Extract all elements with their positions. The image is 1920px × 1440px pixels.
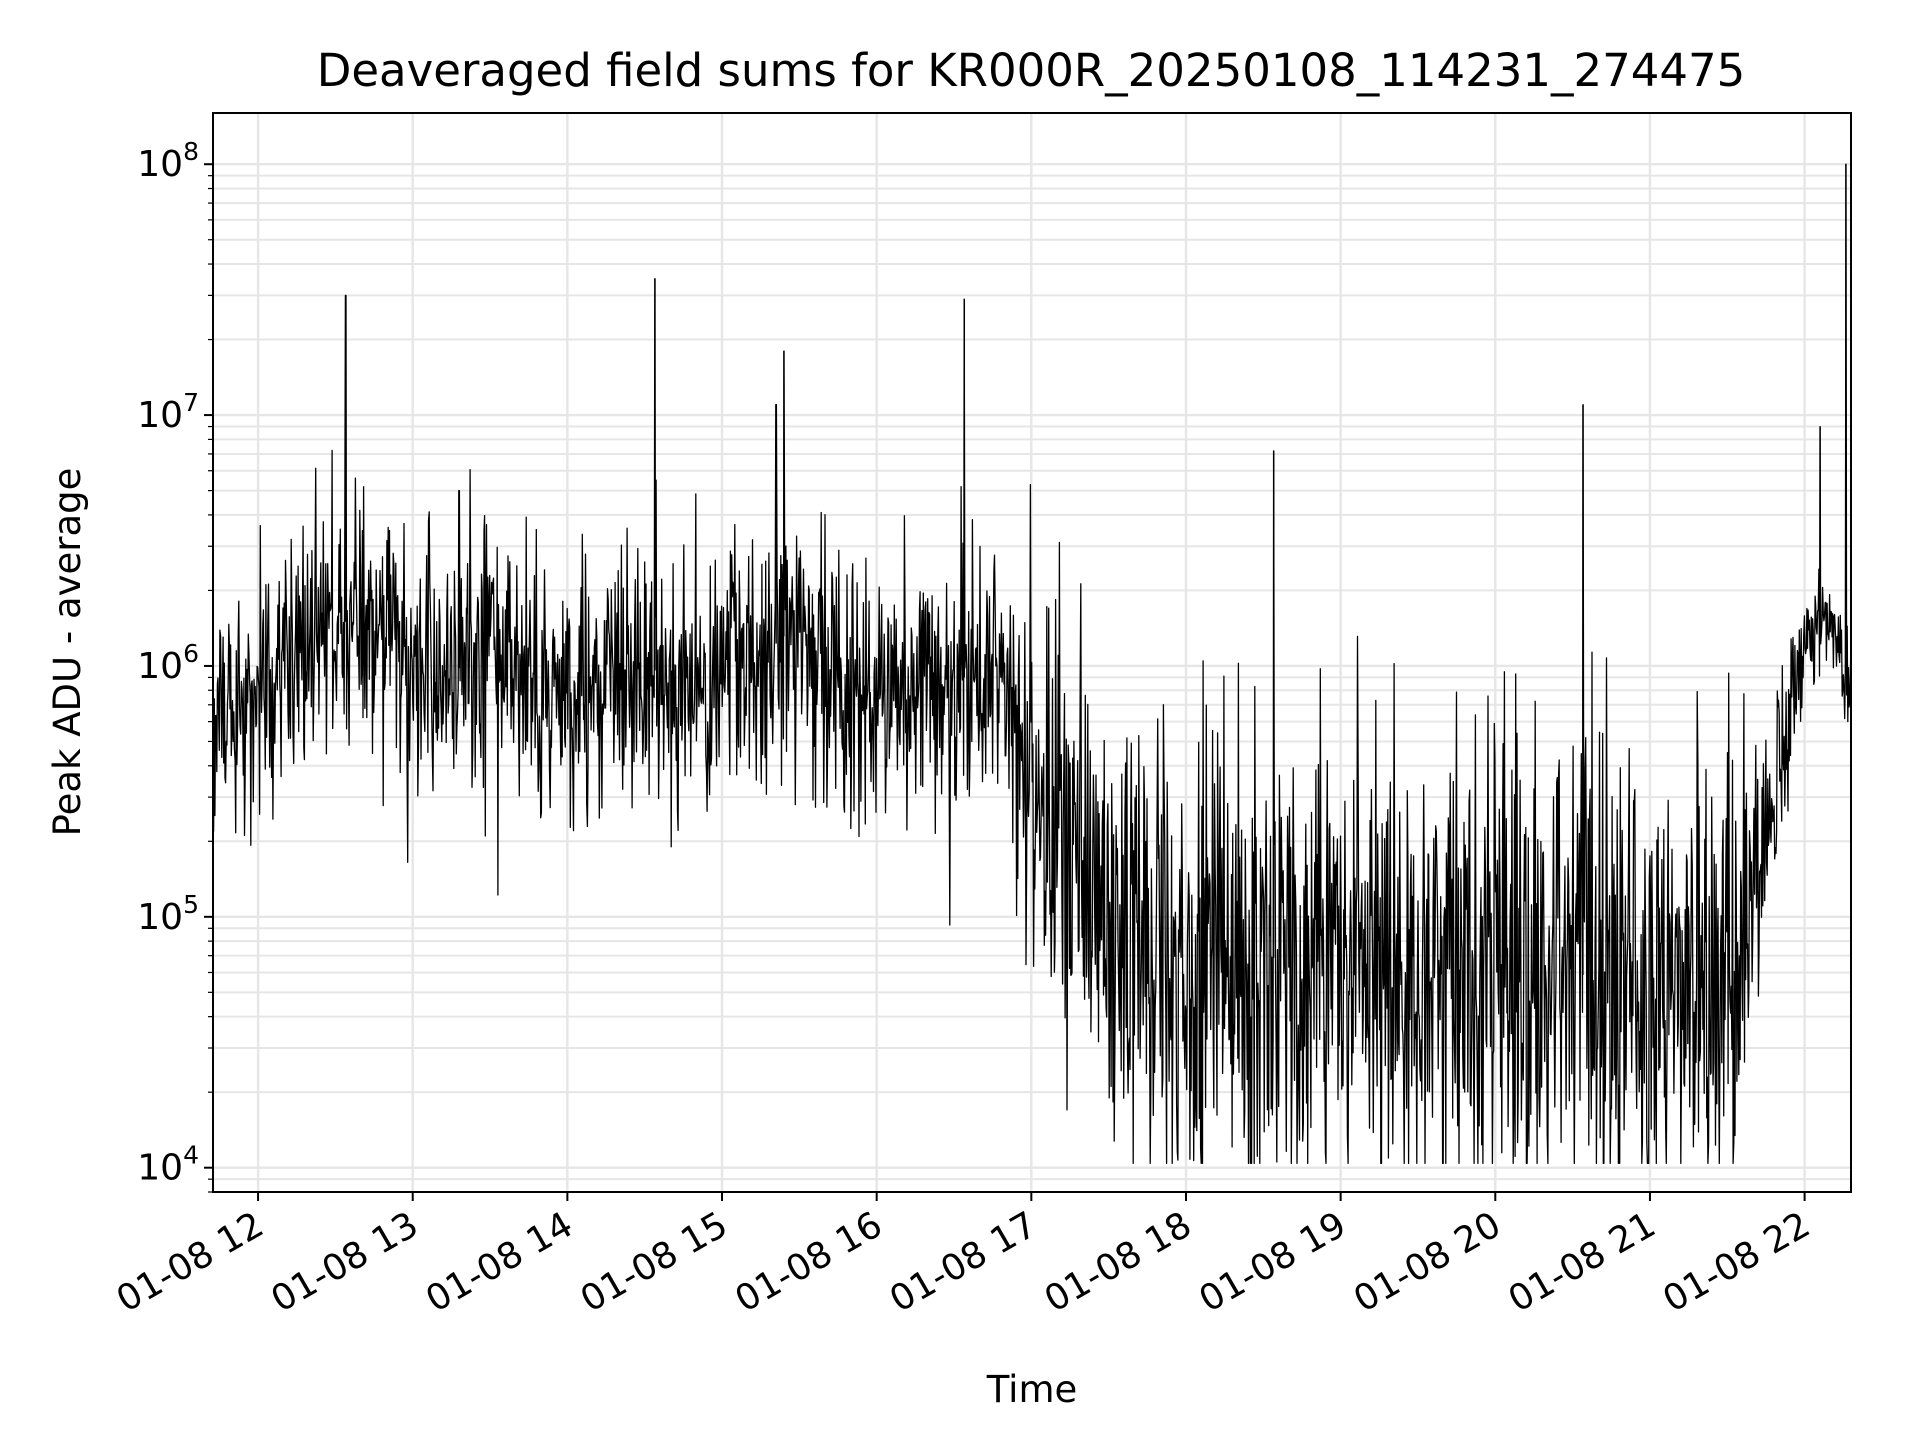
series-line bbox=[212, 163, 1852, 1165]
x-axis-title: Time bbox=[986, 1368, 1078, 1411]
y-axis-ticks: 104 105 106 107 108 bbox=[137, 137, 213, 1193]
y-tick-label: 107 bbox=[137, 388, 199, 436]
y-tick-label: 108 bbox=[137, 137, 199, 185]
series-layer bbox=[212, 163, 1852, 1165]
y-tick-label: 106 bbox=[137, 639, 199, 687]
y-tick-label: 104 bbox=[137, 1141, 199, 1189]
y-axis-title: Peak ADU - average bbox=[46, 468, 89, 837]
chart-title: Deaveraged field sums for KR000R_2025010… bbox=[317, 44, 1746, 97]
y-tick-label: 105 bbox=[137, 890, 199, 938]
